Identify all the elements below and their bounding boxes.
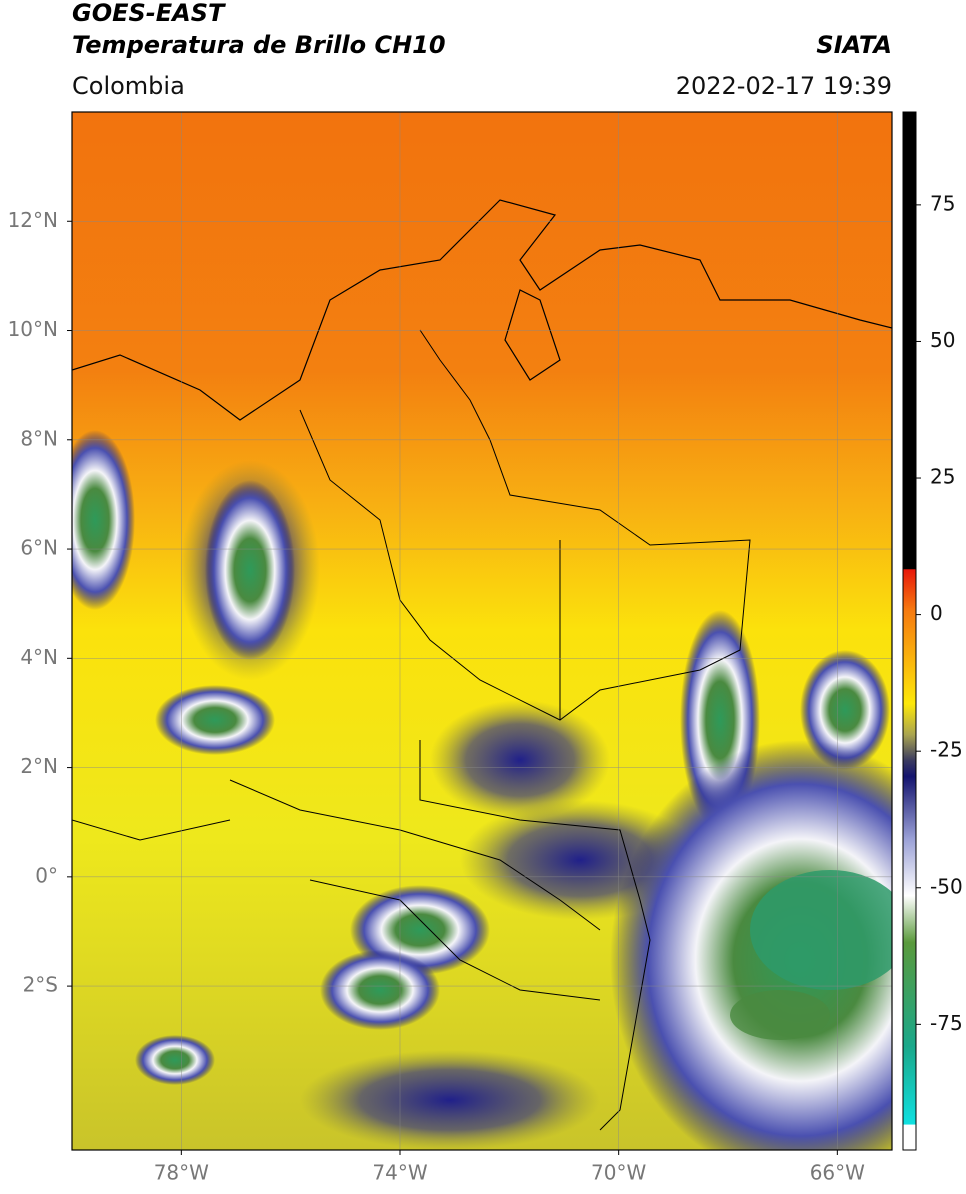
y-tick-label: 4°N (20, 645, 58, 669)
x-tick-label: 70°W (591, 1161, 646, 1185)
map-image (72, 112, 892, 1150)
colorbar-tick-label: -25 (930, 738, 963, 762)
y-tick-label: 0° (35, 863, 58, 887)
y-tick-label: 8°N (20, 426, 58, 450)
colorbar-tick-label: 0 (930, 601, 943, 625)
y-tick-label: 6°N (20, 536, 58, 560)
colorbar-tick-label: -75 (930, 1011, 963, 1035)
colorbar-tick-label: 25 (930, 465, 955, 489)
map-frame (71, 111, 893, 1151)
colorbar-tick-label: 75 (930, 191, 955, 215)
y-tick-label: 2°N (20, 754, 58, 778)
x-tick-label: 74°W (372, 1161, 427, 1185)
region: Colombia (72, 72, 185, 100)
y-tick-label: 12°N (8, 208, 58, 232)
colorbar-tick-label: -50 (930, 874, 963, 898)
colorbar-tick-label: 50 (930, 328, 955, 352)
subtitle: Temperatura de Brillo CH10 (72, 31, 446, 59)
title: GOES-EAST (72, 0, 226, 27)
grid (72, 112, 892, 1150)
x-tick-label: 66°W (810, 1161, 865, 1185)
y-tick-label: 10°N (8, 317, 58, 341)
datetime: 2022-02-17 19:39 (676, 72, 892, 100)
x-tick-label: 78°W (154, 1161, 209, 1185)
y-tick-label: 2°S (23, 973, 58, 997)
colorbar (902, 111, 917, 1151)
source: SIATA (816, 31, 892, 59)
